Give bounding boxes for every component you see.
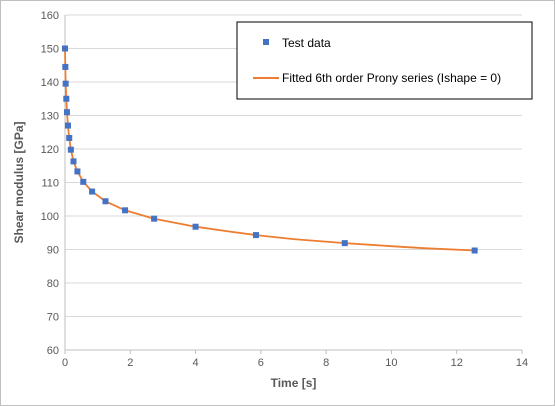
y-axis-title: Shear modulus [GPa] (12, 121, 26, 243)
x-tick-2: 2 (127, 357, 133, 369)
x-axis-title: Time [s] (271, 376, 317, 390)
data-point-7 (67, 146, 74, 153)
x-tick-6: 6 (258, 357, 264, 369)
x-tick-12: 12 (451, 357, 463, 369)
data-point-5 (64, 122, 71, 129)
data-point-10 (80, 178, 87, 185)
x-tick-labels: 0 2 4 6 8 10 12 14 (62, 357, 528, 369)
y-tick-120: 120 (41, 144, 59, 156)
data-point-1 (62, 63, 69, 70)
legend-label-fitted: Fitted 6th order Prony series (Ishape = … (282, 71, 501, 85)
x-tick-4: 4 (193, 357, 199, 369)
data-point-6 (66, 134, 73, 141)
x-tick-10: 10 (385, 357, 397, 369)
legend: Test data Fitted 6th order Prony series … (236, 21, 533, 100)
data-point-12 (102, 198, 109, 205)
x-tick-14: 14 (516, 357, 528, 369)
data-point-0 (62, 45, 68, 52)
data-point-11 (89, 188, 96, 195)
data-point-17 (341, 240, 348, 247)
y-tick-80: 80 (47, 278, 59, 290)
data-point-16 (252, 232, 259, 239)
x-tick-8: 8 (323, 357, 329, 369)
y-tick-140: 140 (41, 77, 59, 89)
legend-marker-test-data (263, 39, 269, 45)
legend-label-test-data: Test data (282, 36, 331, 50)
data-point-9 (74, 168, 81, 175)
data-point-2 (62, 80, 69, 87)
data-point-13 (122, 207, 129, 214)
data-point-14 (151, 215, 158, 222)
y-tick-60: 60 (47, 345, 59, 357)
y-tick-110: 110 (41, 178, 59, 190)
y-tick-labels: 60 70 80 90 100 110 120 130 140 150 160 (41, 10, 59, 357)
data-point-4 (63, 109, 70, 116)
test-data-markers (62, 45, 478, 254)
y-tick-160: 160 (41, 10, 59, 22)
data-point-8 (70, 158, 77, 165)
y-tick-100: 100 (41, 211, 59, 223)
data-point-18 (471, 247, 478, 254)
data-point-15 (192, 223, 199, 230)
y-tick-90: 90 (47, 245, 59, 257)
legend-box (236, 21, 533, 100)
y-tick-70: 70 (47, 312, 59, 324)
y-tick-150: 150 (41, 44, 59, 56)
y-tick-130: 130 (41, 111, 59, 123)
data-point-3 (63, 95, 70, 102)
x-tick-0: 0 (62, 357, 68, 369)
